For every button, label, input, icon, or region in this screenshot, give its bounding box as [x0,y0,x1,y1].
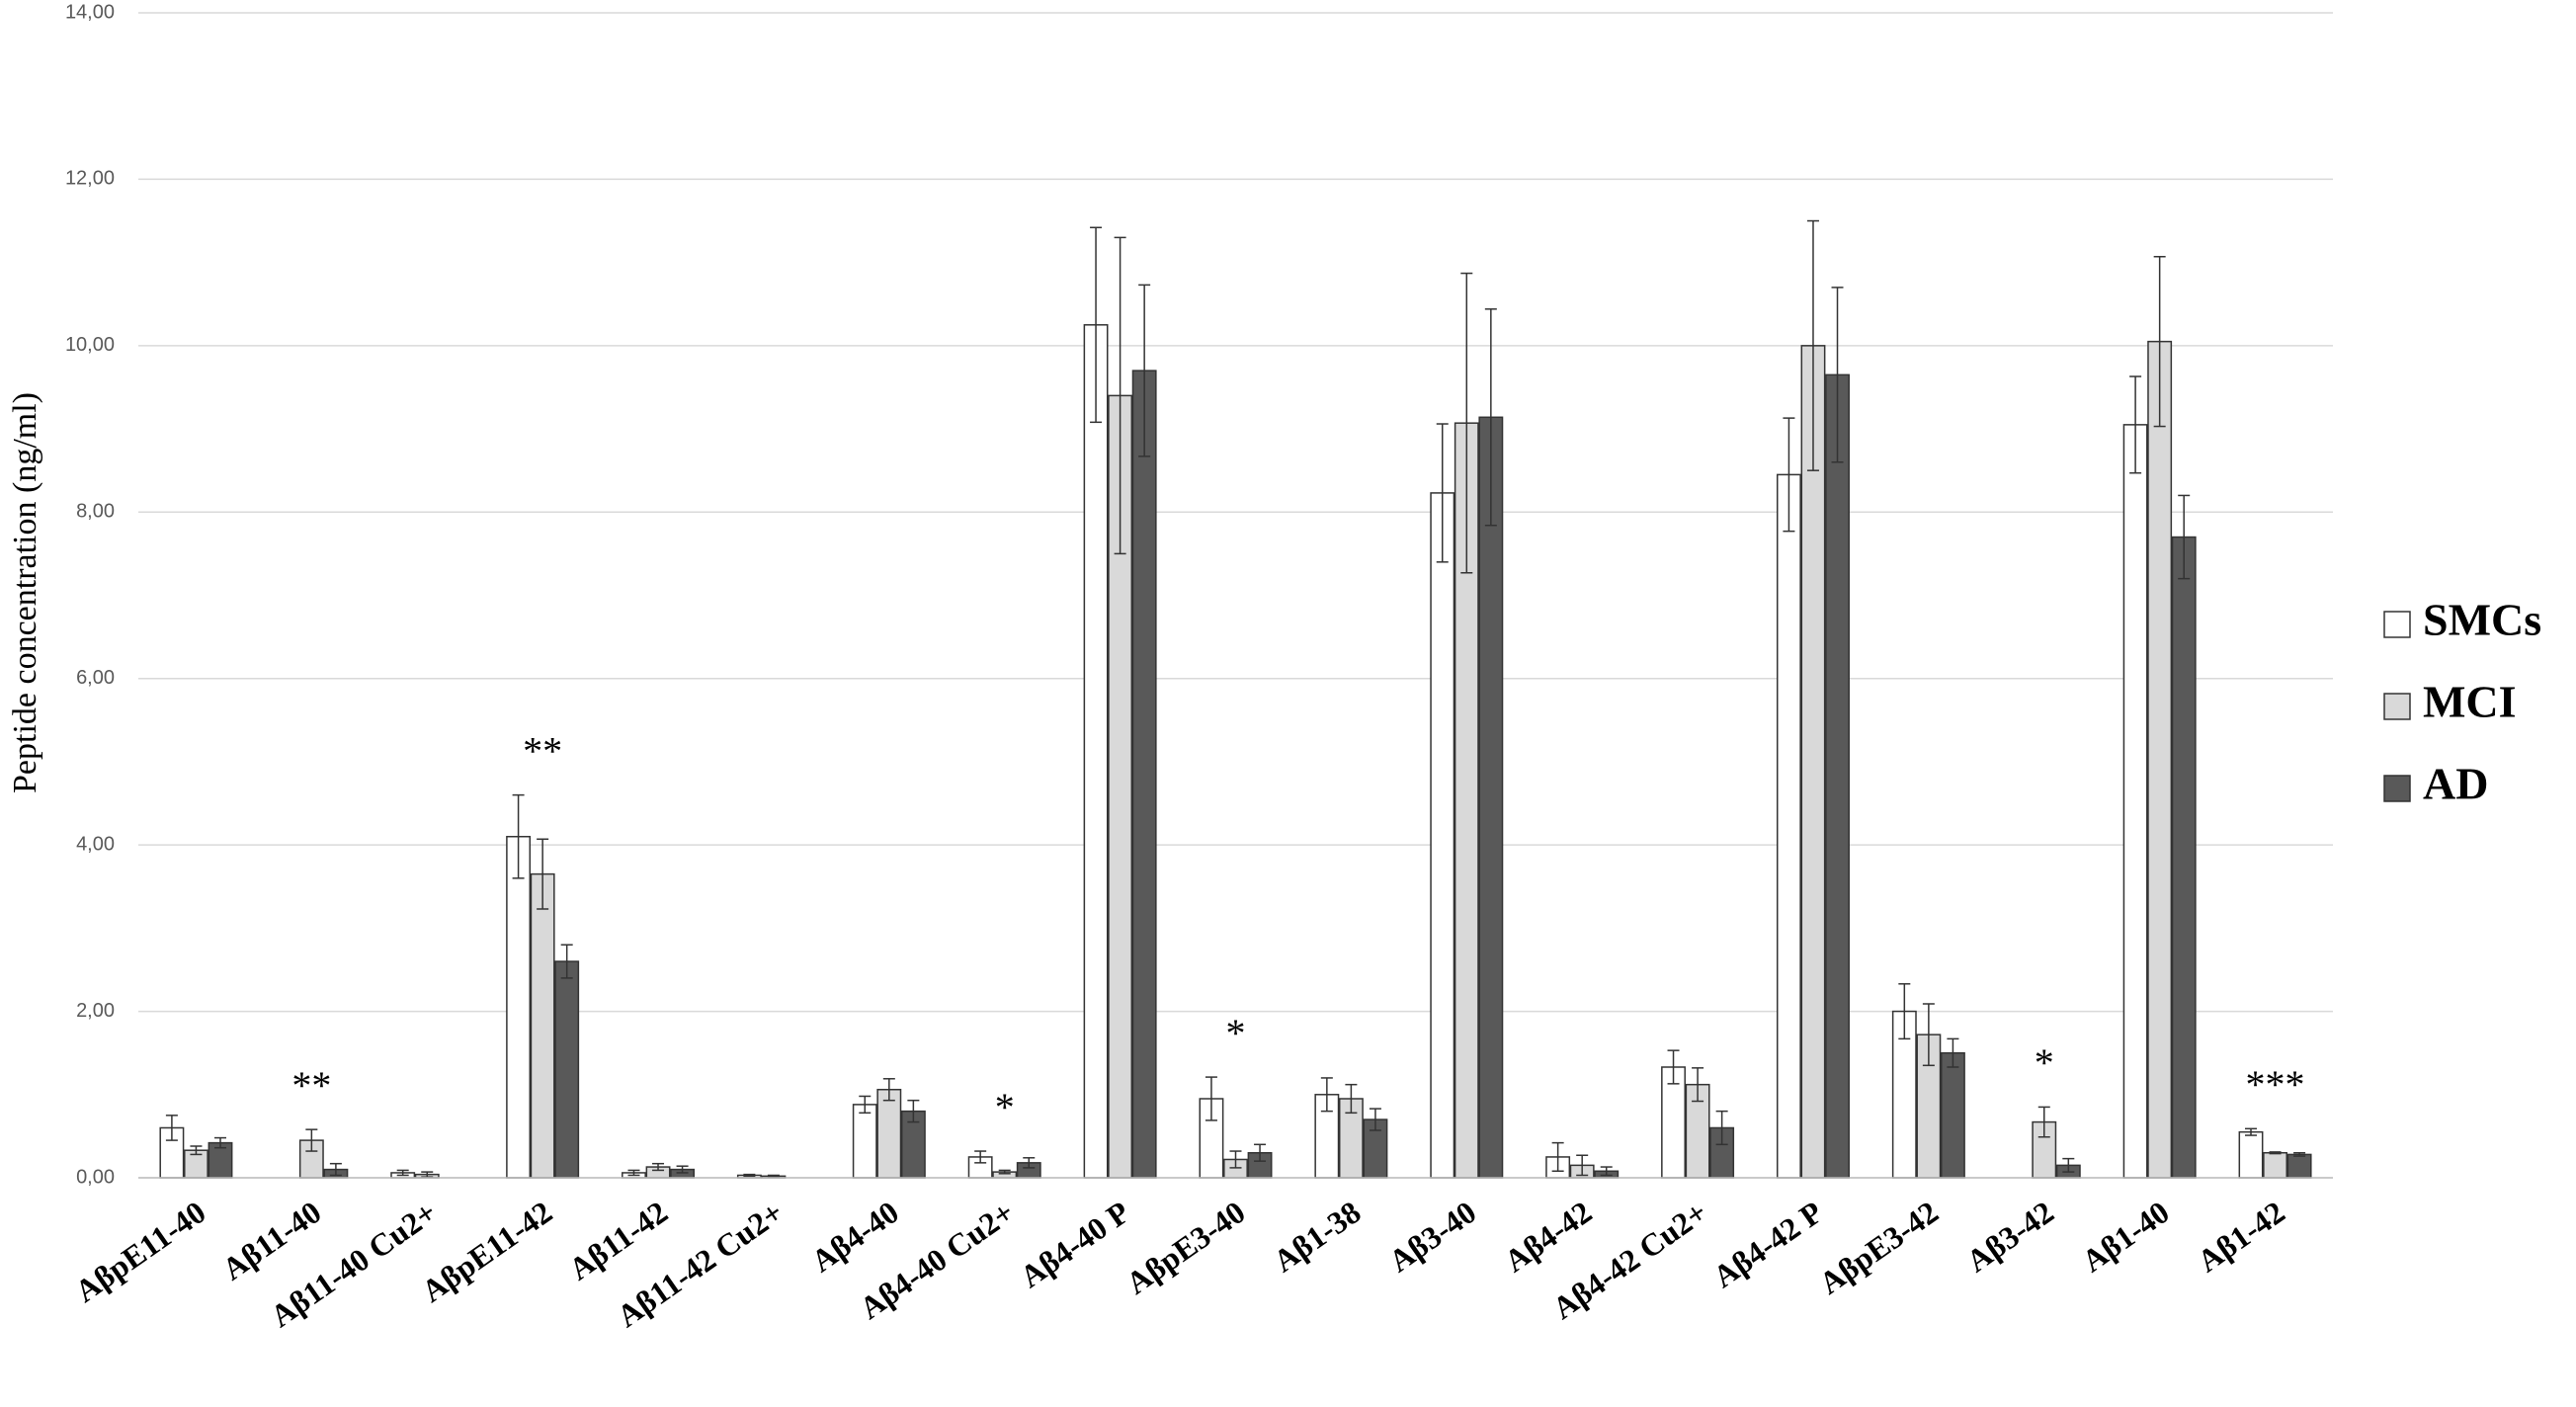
y-tick-label: 12,00 [65,168,115,190]
x-tick-label: AβpE3-42 [1812,1194,1944,1301]
annotation: ** [291,1063,331,1108]
y-tick-label: 14,00 [65,1,115,23]
annotation: * [2035,1040,2054,1085]
annotation: *** [2246,1062,2305,1107]
x-tick-label: AβpE11-42 [415,1194,558,1309]
x-tick-label: Aβ1-42 [2191,1194,2290,1279]
x-tick-label: AβpE3-40 [1120,1194,1251,1301]
bar [1776,473,1801,1179]
x-tick-label: Aβ4-40 [804,1194,904,1279]
bar [554,960,580,1179]
bar [2122,424,2148,1179]
bar [1430,492,1455,1179]
y-tick-label: 0,00 [76,1166,115,1188]
bar [2147,340,2173,1179]
bar [2263,1151,2287,1179]
bar [852,1104,877,1179]
legend-label: SMCs [2423,595,2541,645]
legend-swatch [2383,775,2411,802]
bar [1083,324,1109,1179]
legend-label: AD [2423,759,2488,809]
bar [530,872,555,1179]
y-tick-label: 4,00 [76,833,115,855]
bar [506,835,532,1179]
x-tick-label: Aβ4-42 P [1706,1194,1829,1294]
bar [1825,373,1850,1179]
x-tick-label: AβpE11-40 [68,1194,211,1309]
annotation: ** [523,728,562,773]
y-tick-label: 6,00 [76,667,115,689]
annotation: * [995,1085,1015,1129]
bar [2171,536,2197,1179]
x-tick-label: Aβ1-40 [2075,1194,2175,1279]
x-tick-label: Aβ3-42 [1959,1194,2059,1279]
x-tick-label: Aβ4-42 [1498,1194,1598,1279]
bar [2286,1153,2312,1179]
bar [876,1088,902,1179]
x-tick-label: Aβ1-38 [1267,1194,1367,1279]
y-axis-label: Peptide concentration (ng/ml) [7,392,43,793]
y-tick-label: 2,00 [76,1000,115,1022]
y-tick-label: 10,00 [65,334,115,356]
y-tick-label: 8,00 [76,501,115,523]
legend-swatch [2383,611,2411,638]
bar [2238,1130,2264,1179]
x-tick-label: Aβ4-40 P [1014,1194,1136,1294]
bar [1478,416,1504,1179]
annotation: * [1226,1011,1246,1055]
bar [1940,1051,1965,1179]
x-tick-label: Aβ3-40 [1382,1194,1482,1279]
legend-label: MCI [2423,677,2517,727]
bar [1131,370,1157,1179]
legend-swatch [2383,693,2411,720]
